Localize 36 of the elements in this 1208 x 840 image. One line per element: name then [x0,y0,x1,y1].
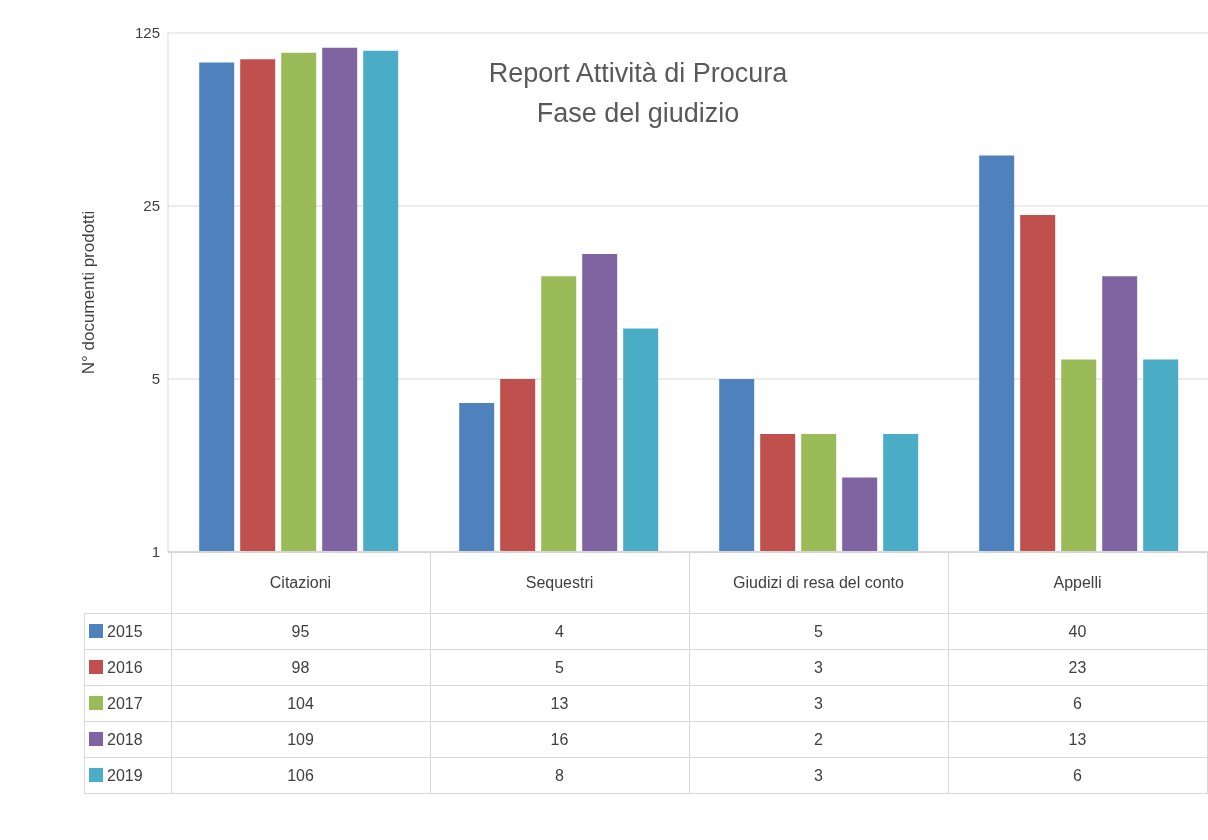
x-tick-label: Appelli [948,551,1207,614]
data-label: 95 [171,613,430,650]
data-label: 23 [948,649,1207,686]
data-label: 5 [430,649,689,686]
legend-label: 2017 [84,685,171,722]
data-label: 16 [430,721,689,758]
y-tick-label: 25 [143,197,160,215]
y-tick-label: 5 [151,370,160,388]
y-axis-title: N° documenti prodotti [79,210,99,375]
legend-label: 2019 [84,757,171,794]
legend-label: 2018 [84,721,171,758]
data-label: 40 [948,613,1207,650]
y-tick-label: 1 [151,543,160,561]
data-label: 6 [948,757,1207,794]
data-label: 6 [948,685,1207,722]
data-label: 5 [689,613,948,650]
y-tick-label: 125 [134,24,160,42]
data-label: 3 [689,757,948,794]
data-label: 104 [171,685,430,722]
legend-label: 2015 [84,613,171,650]
data-label: 3 [689,649,948,686]
x-tick-label: Sequestri [430,551,689,614]
x-tick-label: Giudizi di resa del conto [689,551,948,614]
legend-label: 2016 [84,649,171,686]
data-label: 106 [171,757,430,794]
data-label: 4 [430,613,689,650]
data-label: 8 [430,757,689,794]
text: Fase del giudizio [535,97,741,130]
data-label: 3 [689,685,948,722]
data-label: 98 [171,649,430,686]
data-label: 13 [948,721,1207,758]
data-label: 13 [430,685,689,722]
data-label: 2 [689,721,948,758]
text: Report Attività di Procura [487,57,789,90]
data-label: 109 [171,721,430,758]
x-tick-label: Citazioni [171,551,430,614]
